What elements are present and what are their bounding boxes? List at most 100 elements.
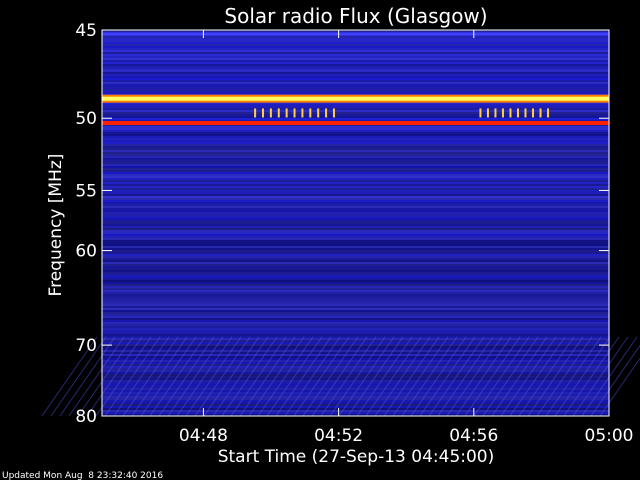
burst-mark <box>516 108 519 118</box>
striation-line <box>122 336 179 417</box>
striation-line <box>347 336 404 417</box>
plot-frame <box>101 29 610 417</box>
striation-line <box>203 336 260 417</box>
striation-line <box>149 336 206 417</box>
spectrogram-row <box>102 50 609 52</box>
spectrogram-row <box>102 344 609 346</box>
striation-line <box>338 336 395 417</box>
striation-line <box>401 336 458 417</box>
spectrogram-row <box>102 292 609 294</box>
y-tick-label: 45 <box>75 21 97 41</box>
spectrogram-row <box>102 392 609 394</box>
spectrogram-row <box>102 212 609 214</box>
spectrogram-row <box>102 132 609 134</box>
spectrogram-row <box>102 124 609 126</box>
striation-line <box>59 336 116 417</box>
spectrogram-row <box>102 80 609 82</box>
spectrogram-row <box>102 378 609 380</box>
striation-line <box>194 336 251 417</box>
spectrogram-row <box>102 250 609 252</box>
spectrogram-row <box>102 188 609 190</box>
spectrogram-row <box>102 246 609 248</box>
spectrogram-row <box>102 304 609 306</box>
spectrogram-row <box>102 106 609 108</box>
spectrogram-row <box>102 88 609 90</box>
spectrogram-row <box>102 162 609 164</box>
x-tick-label: 04:52 <box>314 426 363 446</box>
spectrogram-row <box>102 308 609 310</box>
spectrogram <box>41 30 640 417</box>
spectrogram-row <box>102 390 609 392</box>
burst-mark <box>501 108 504 118</box>
spectrogram-row <box>102 350 609 352</box>
spectrogram-row <box>102 170 609 172</box>
spectrogram-row <box>102 54 609 56</box>
spectrogram-row <box>102 394 609 396</box>
burst-mark <box>293 108 296 118</box>
striation-line <box>392 336 449 417</box>
spectrogram-row <box>102 258 609 260</box>
frequency-band <box>102 66 609 70</box>
burst-mark <box>277 108 280 118</box>
burst-mark <box>309 108 312 118</box>
spectrogram-row <box>102 272 609 274</box>
striation-line <box>491 336 548 417</box>
spectrogram-row <box>102 360 609 362</box>
spectrogram-row <box>102 168 609 170</box>
striation-line <box>221 336 278 417</box>
spectrogram-row <box>102 262 609 264</box>
spectrogram-row <box>102 218 609 220</box>
spectrogram-row <box>102 230 609 232</box>
spectrogram-row <box>102 354 609 356</box>
spectrogram-row <box>102 30 609 32</box>
striation-line <box>509 336 566 417</box>
burst-mark <box>254 108 257 118</box>
spectrogram-row <box>102 84 609 86</box>
striation-line <box>482 336 539 417</box>
spectrogram-row <box>102 222 609 224</box>
spectrogram-row <box>102 334 609 336</box>
spectrogram-row <box>102 182 609 184</box>
striation-line <box>365 336 422 417</box>
spectrogram-row <box>102 386 609 388</box>
spectrogram-row <box>102 196 609 198</box>
chart-title: Solar radio Flux (Glasgow) <box>224 4 487 28</box>
striation-line <box>275 336 332 417</box>
spectrogram-row <box>102 320 609 322</box>
frequency-band <box>102 32 609 36</box>
spectrogram-row <box>102 408 609 410</box>
spectrogram-row <box>102 194 609 196</box>
spectrogram-row <box>102 60 609 62</box>
spectrogram-row <box>102 276 609 278</box>
spectrogram-row <box>102 108 609 110</box>
spectrogram-row <box>102 58 609 60</box>
spectrogram-row <box>102 70 609 72</box>
spectrogram-row <box>102 76 609 78</box>
spectrogram-row <box>102 296 609 298</box>
plot-axes <box>101 29 610 417</box>
striation-line <box>176 336 233 417</box>
y-tick-label: 80 <box>75 407 97 427</box>
spectrogram-row <box>102 346 609 348</box>
burst-mark <box>494 108 497 118</box>
striation-line <box>50 336 107 417</box>
spectrogram-row <box>102 278 609 280</box>
striation-line <box>104 336 161 417</box>
spectrogram-row <box>102 190 609 192</box>
striation-line <box>302 336 359 417</box>
spectrogram-row <box>102 374 609 376</box>
spectrogram-row <box>102 74 609 76</box>
spectrogram-row <box>102 202 609 204</box>
spectrogram-features <box>102 32 609 125</box>
striation-line <box>572 336 629 417</box>
spectrogram-row <box>102 56 609 58</box>
spectrogram-row <box>102 260 609 262</box>
burst-mark <box>532 108 535 118</box>
striation-line <box>464 336 521 417</box>
spectrogram-row <box>102 104 609 106</box>
spectrogram-row <box>102 130 609 132</box>
spectrogram-row <box>102 284 609 286</box>
striation-line <box>545 336 602 417</box>
spectrogram-row <box>102 186 609 188</box>
spectrogram-row <box>102 62 609 64</box>
